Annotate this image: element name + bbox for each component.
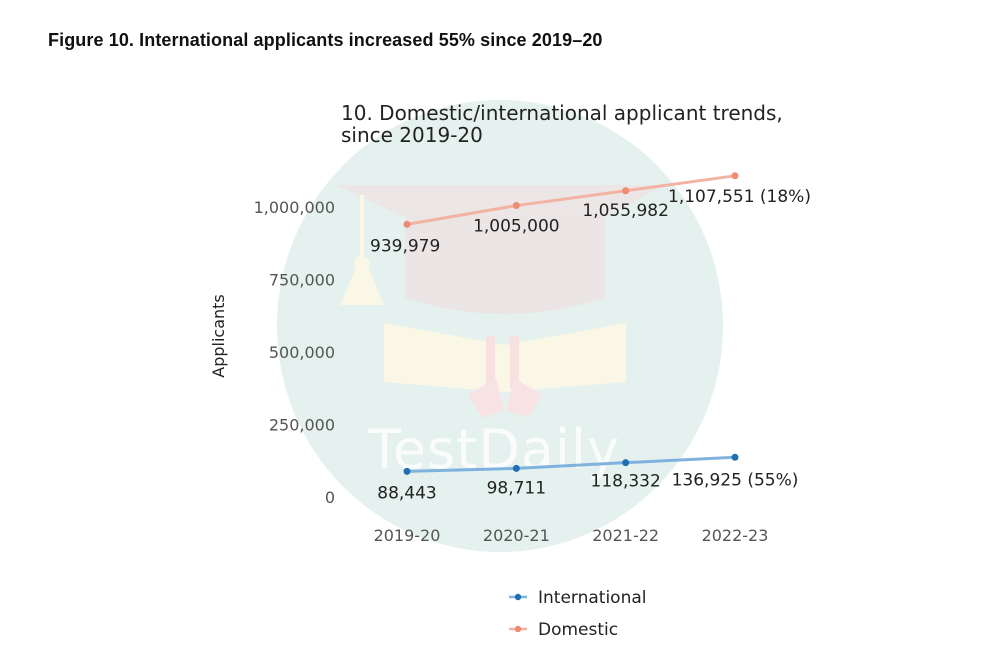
data-point-international (622, 459, 630, 467)
watermark-logo: TestDaily (277, 100, 723, 552)
data-point-domestic (622, 187, 630, 195)
data-label-domestic: 1,107,551 (18%) (668, 187, 811, 207)
y-tick-label: 250,000 (269, 416, 335, 435)
data-label-domestic: 939,979 (370, 236, 440, 256)
y-tick-label: 1,000,000 (254, 198, 335, 217)
y-axis-ticks: 0 250,000 500,000 750,000 1,000,000 (254, 198, 335, 507)
legend-marker-international (514, 593, 522, 601)
chart-title: 10. Domestic/international applicant tre… (341, 101, 783, 147)
data-point-international (403, 467, 411, 475)
data-label-international: 118,332 (591, 472, 661, 492)
series-line-domestic (406, 174, 736, 226)
x-tick-label: 2022-23 (702, 526, 769, 545)
legend-marker-domestic (514, 625, 522, 633)
data-label-international: 98,711 (487, 478, 546, 498)
data-point-international (512, 464, 520, 472)
data-labels: 88,443 98,711 118,332 136,925 (55%) 939,979 1… (370, 187, 811, 504)
legend-label-international: International (538, 588, 647, 608)
data-point-domestic (512, 202, 520, 210)
legend-label-domestic: Domestic (538, 620, 618, 640)
legend: International Domestic (509, 588, 647, 640)
data-point-domestic (731, 172, 739, 180)
data-label-domestic: 1,005,000 (473, 217, 560, 237)
y-tick-label: 750,000 (269, 271, 335, 290)
data-label-international: 136,925 (55%) (672, 470, 799, 490)
chart-title-line-1: 10. Domestic/international applicant tre… (341, 101, 783, 125)
y-axis-label: Applicants (209, 294, 228, 378)
y-tick-label: 0 (325, 488, 335, 507)
chart-title-line-2: since 2019-20 (341, 123, 483, 147)
x-tick-label: 2021-22 (592, 526, 659, 545)
x-tick-label: 2020-21 (483, 526, 550, 545)
data-point-domestic (403, 220, 411, 228)
x-tick-label: 2019-20 (374, 526, 441, 545)
data-label-domestic: 1,055,982 (582, 201, 669, 221)
data-point-international (731, 453, 739, 461)
x-axis-ticks: 2019-20 2020-21 2021-22 2022-23 (374, 526, 769, 545)
y-tick-label: 500,000 (269, 343, 335, 362)
figure-caption: Figure 10. International applicants incr… (48, 30, 603, 50)
data-label-international: 88,443 (377, 483, 436, 503)
series-line-international (406, 455, 736, 473)
series-layer (403, 172, 739, 475)
